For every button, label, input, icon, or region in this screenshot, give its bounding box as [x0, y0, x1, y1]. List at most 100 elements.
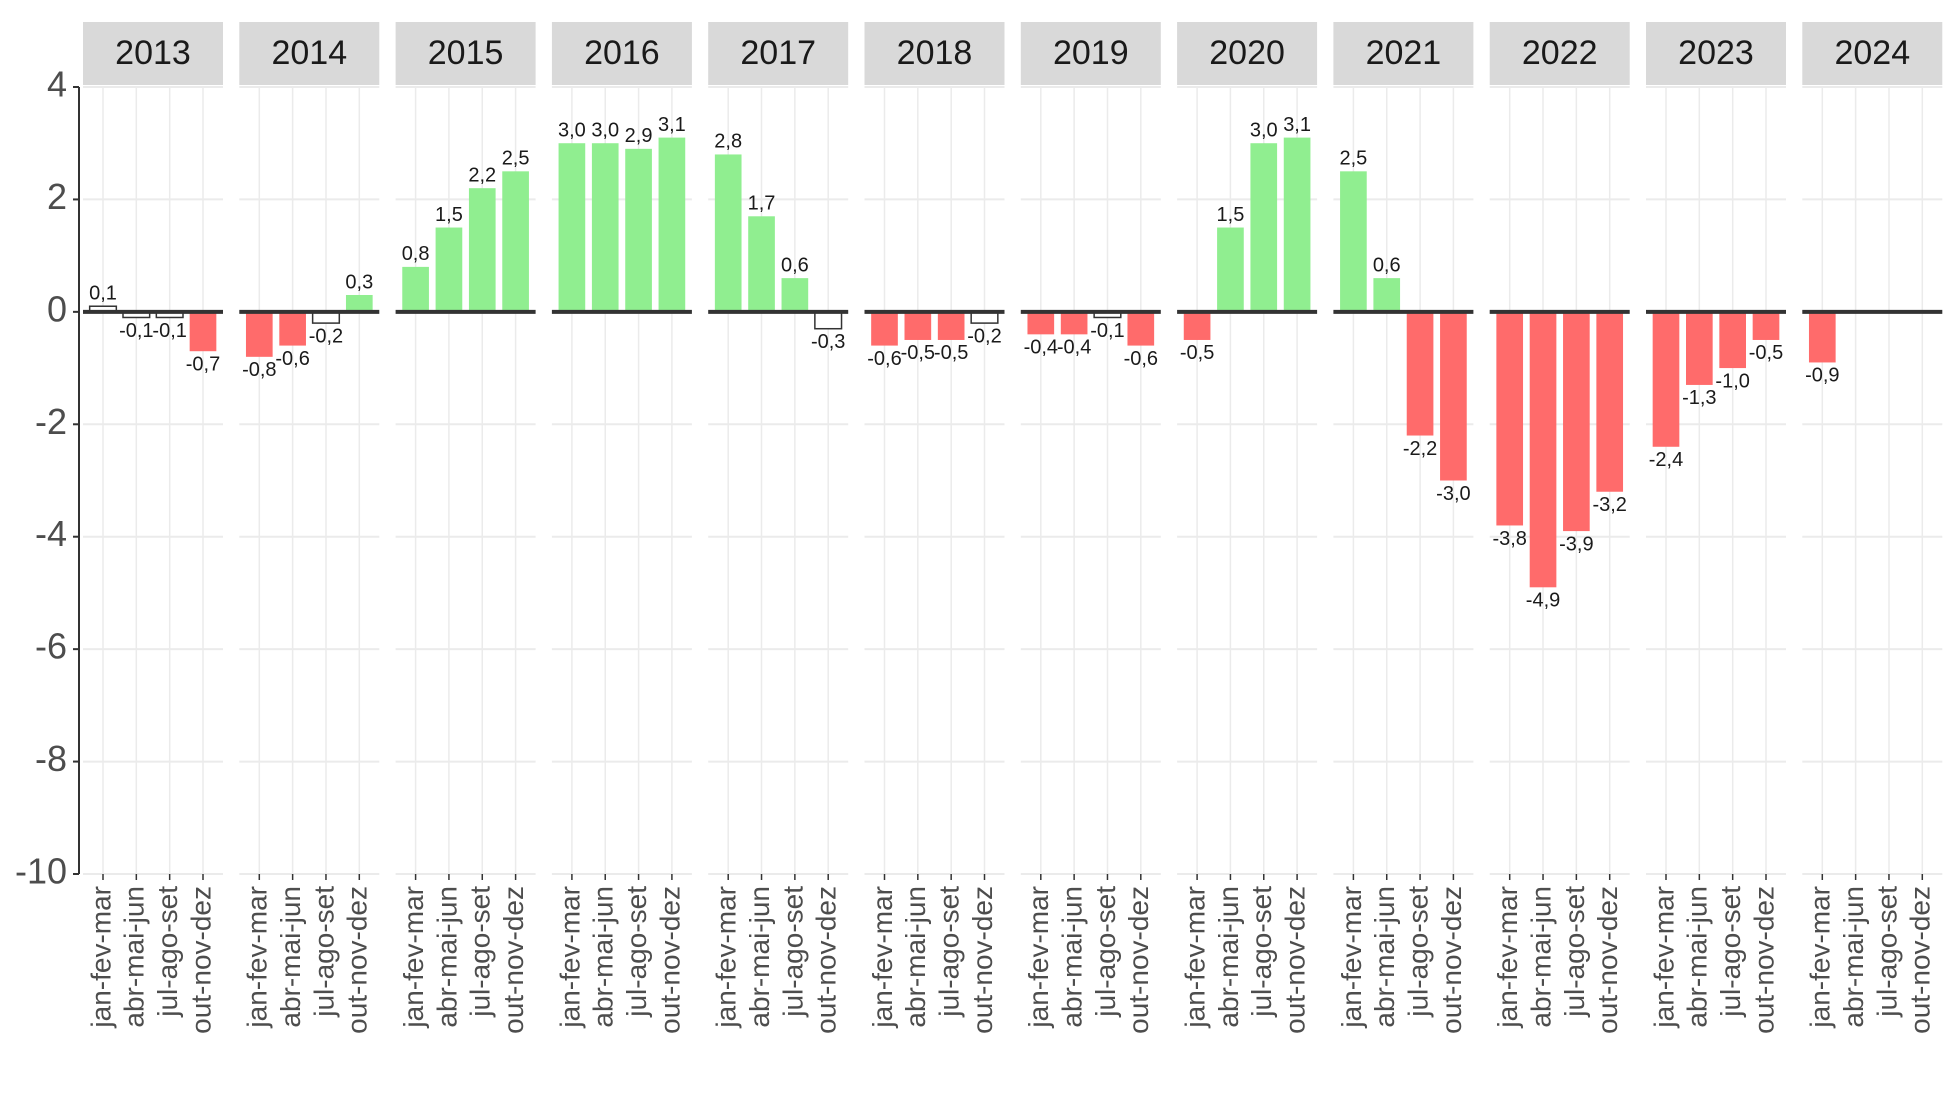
value-label: 3,0	[1250, 119, 1278, 141]
strip-label: 2019	[1053, 34, 1129, 72]
x-tick-label: jul-ago-set	[308, 886, 339, 1018]
strip	[1489, 22, 1630, 85]
x-tick-label: jan-fev-mar	[867, 886, 898, 1029]
bar	[1596, 311, 1624, 492]
x-tick-label: jul-ago-set	[777, 886, 808, 1018]
x-tick-label: jul-ago-set	[465, 886, 496, 1018]
value-label: -0,6	[1124, 348, 1158, 370]
bar	[1719, 311, 1746, 369]
x-tick-label: jul-ago-set	[1402, 886, 1433, 1018]
strip-label: 2017	[740, 34, 816, 72]
bar	[748, 216, 775, 312]
value-label: -0,6	[867, 348, 901, 370]
value-label: 3,1	[1283, 114, 1311, 136]
strip-label: 2020	[1209, 34, 1285, 72]
x-tick-label: out-nov-dez	[1905, 886, 1936, 1034]
bar	[814, 311, 843, 330]
value-label: 2,5	[1339, 148, 1367, 170]
value-label: 3,0	[558, 119, 586, 141]
strip	[239, 22, 380, 85]
bar	[871, 311, 898, 346]
x-tick-label: jul-ago-set	[1559, 886, 1590, 1018]
strip-label: 2021	[1366, 34, 1442, 72]
value-label: 2,8	[714, 131, 742, 153]
bar	[1752, 311, 1780, 340]
x-tick-label: abr-mai-jun	[1057, 886, 1088, 1028]
bar	[279, 311, 306, 346]
x-tick-label: out-nov-dez	[1279, 886, 1310, 1034]
strip	[1020, 22, 1161, 85]
strip-label: 2024	[1834, 34, 1910, 72]
y-tick-label: -2	[35, 401, 67, 442]
value-label: -0,1	[119, 320, 153, 342]
value-label: -0,7	[186, 353, 220, 375]
x-tick-label: out-nov-dez	[185, 886, 216, 1034]
value-label: -3,0	[1436, 483, 1470, 505]
value-label: -0,5	[1749, 342, 1783, 364]
x-tick-label: jan-fev-mar	[85, 886, 116, 1029]
strip	[864, 22, 1005, 85]
x-tick-label: out-nov-dez	[1123, 886, 1154, 1034]
value-label: 3,1	[658, 114, 686, 136]
value-label: 1,5	[435, 204, 463, 226]
bar	[1250, 143, 1278, 312]
y-tick-label: -6	[35, 626, 67, 667]
bar	[502, 171, 529, 312]
bar	[435, 227, 463, 312]
value-label: -3,2	[1592, 494, 1626, 516]
strip-label: 2016	[584, 34, 660, 72]
x-tick-label: out-nov-dez	[498, 886, 529, 1034]
bar	[1127, 311, 1155, 346]
value-label: -0,1	[152, 320, 186, 342]
x-tick-label: jan-fev-mar	[1179, 886, 1210, 1029]
x-tick-label: jan-fev-mar	[242, 886, 273, 1029]
bar	[1217, 227, 1244, 312]
value-label: -3,8	[1492, 528, 1526, 550]
y-tick-label: 0	[47, 288, 67, 329]
y-tick-label: -8	[35, 738, 67, 779]
x-tick-label: out-nov-dez	[811, 886, 842, 1034]
x-tick-label: abr-mai-jun	[588, 886, 619, 1028]
x-tick-label: jul-ago-set	[152, 886, 183, 1018]
x-tick-label: jan-fev-mar	[1805, 886, 1836, 1029]
value-label: -0,9	[1805, 365, 1839, 387]
y-tick-label: 2	[47, 176, 67, 217]
bar	[1529, 311, 1557, 588]
y-tick-label: -10	[15, 851, 67, 892]
bar	[781, 278, 809, 312]
strip	[1802, 22, 1943, 85]
bar	[1808, 311, 1836, 363]
bar	[937, 311, 965, 340]
bar	[625, 148, 652, 312]
value-label: -0,4	[1057, 337, 1091, 359]
bar	[1686, 311, 1713, 385]
bar	[402, 266, 429, 312]
x-tick-label: jan-fev-mar	[1648, 886, 1679, 1029]
y-tick-label: 4	[47, 64, 67, 105]
value-label: 0,1	[89, 283, 117, 305]
x-tick-label: jul-ago-set	[1090, 886, 1121, 1018]
value-label: 2,5	[502, 148, 530, 170]
value-label: -0,6	[275, 348, 309, 370]
value-label: 0,8	[402, 243, 430, 265]
strip	[395, 22, 536, 85]
strip-label: 2022	[1522, 34, 1598, 72]
strip-label: 2018	[897, 34, 973, 72]
x-tick-label: abr-mai-jun	[744, 886, 775, 1028]
x-tick-label: jul-ago-set	[1715, 886, 1746, 1018]
x-tick-label: abr-mai-jun	[1213, 886, 1244, 1028]
x-tick-label: abr-mai-jun	[275, 886, 306, 1028]
x-tick-label: abr-mai-jun	[1838, 886, 1869, 1028]
bar	[1283, 137, 1311, 312]
x-tick-label: jan-fev-mar	[554, 886, 585, 1029]
bar	[1373, 278, 1401, 312]
bar	[1027, 311, 1055, 335]
strip-label: 2023	[1678, 34, 1754, 72]
value-label: -0,5	[901, 342, 935, 364]
x-tick-label: abr-mai-jun	[900, 886, 931, 1028]
x-tick-label: jan-fev-mar	[1023, 886, 1054, 1029]
value-label: -2,2	[1403, 438, 1437, 460]
bar	[591, 143, 619, 312]
strip	[83, 22, 223, 85]
